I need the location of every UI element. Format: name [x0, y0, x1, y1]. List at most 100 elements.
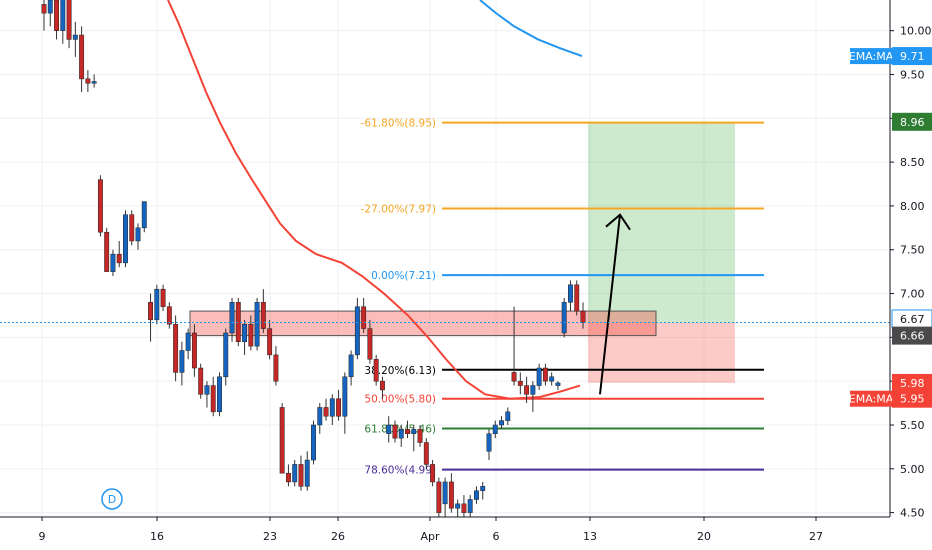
- grid-lines: [0, 0, 890, 517]
- fib-label-3: 38.20%(6.13): [364, 365, 436, 377]
- candle-body: [568, 284, 573, 303]
- candle-body: [524, 385, 530, 395]
- ema-blue-line: [479, 0, 583, 58]
- candle-body: [66, 0, 72, 40]
- fib-label-4: 50.00%(5.80): [364, 394, 436, 406]
- candle-body: [104, 231, 110, 272]
- price-badge-value-1: 8.96: [900, 116, 925, 129]
- candle-body: [154, 288, 160, 321]
- moving-averages: [167, 0, 583, 400]
- candle-body: [260, 302, 266, 329]
- candle-body: [85, 78, 91, 84]
- candle-body: [505, 411, 511, 421]
- price-badge-value-3: 6.66: [900, 330, 925, 343]
- candle-body: [336, 398, 342, 417]
- candle-body: [304, 459, 310, 487]
- candle-body: [549, 376, 555, 382]
- candle-body: [116, 253, 122, 264]
- candle-body: [486, 433, 492, 452]
- candle-body: [492, 424, 498, 435]
- candle-body: [474, 490, 479, 500]
- x-tick-label-6: 13: [583, 530, 597, 543]
- candle-body: [561, 302, 567, 334]
- candle-body: [223, 332, 229, 378]
- candle-body: [273, 354, 279, 382]
- fib-label-6: 78.60%(4.99): [364, 465, 436, 477]
- candle-body: [110, 253, 116, 272]
- y-tick-label-8: 8.50: [900, 156, 925, 169]
- y-tick-label-1: 5.00: [900, 463, 925, 476]
- candle-body: [455, 503, 461, 509]
- candle-body: [198, 367, 204, 395]
- candle-body: [536, 367, 542, 386]
- candle-body: [555, 382, 561, 386]
- candle-body: [60, 0, 66, 31]
- price-badge-value-0: 9.71: [900, 50, 925, 63]
- candle-body: [448, 481, 454, 509]
- candle-body: [317, 407, 323, 426]
- dividend-circle: [101, 488, 123, 510]
- candle-body: [398, 429, 404, 439]
- dividend-marker[interactable]: D: [101, 488, 123, 510]
- candle-body: [72, 34, 78, 40]
- candle-body: [285, 472, 291, 483]
- candle-body: [436, 481, 442, 513]
- fib-label-1: -27.00%(7.97): [361, 204, 436, 216]
- price-badge-0: [892, 47, 932, 66]
- ema-badge-label-5: EMA:MA: [849, 393, 894, 406]
- candle-body: [480, 486, 486, 491]
- ema-badge-5: [850, 390, 892, 407]
- candle-body: [423, 442, 429, 465]
- price-scale-badges: EMA:MA 9.71 8.96 6.67 6.66 5.98 EMA:MA 5.95: [849, 47, 932, 408]
- y-tick-label-5: 7.00: [900, 288, 925, 301]
- candle-body: [461, 503, 467, 513]
- x-tick-label-3: 26: [331, 530, 345, 543]
- candle-body: [329, 398, 335, 417]
- candle-body: [204, 385, 210, 395]
- candle-body: [379, 380, 385, 391]
- candle-body: [179, 350, 185, 373]
- candle-body: [160, 288, 166, 307]
- ema-red-line: [167, 0, 581, 400]
- candle-body: [267, 328, 273, 356]
- candle-body: [97, 179, 103, 233]
- y-tick-label-10: 9.50: [900, 68, 925, 81]
- candle-body: [430, 464, 436, 483]
- candle-body: [173, 323, 179, 373]
- price-scale-bg: [890, 0, 932, 550]
- candle-body: [405, 429, 410, 435]
- price-badge-1: [892, 112, 932, 131]
- y-tick-label-7: 8.00: [900, 200, 925, 213]
- candle-body: [79, 34, 85, 80]
- x-tick-label-7: 20: [697, 530, 711, 543]
- candlesticks: [41, 0, 586, 517]
- candle-body: [185, 332, 191, 351]
- candle-body: [54, 0, 59, 31]
- candle-body: [41, 4, 47, 14]
- arrow-shaft: [599, 214, 621, 395]
- candle-body: [148, 302, 153, 321]
- candle-body: [373, 359, 379, 382]
- x-tick-label-0: 9: [39, 530, 46, 543]
- projection-arrow[interactable]: [599, 213, 631, 395]
- candle-body: [217, 376, 222, 413]
- candle-body: [517, 380, 523, 386]
- price-badge-4: [892, 373, 932, 392]
- candle-body: [311, 424, 316, 461]
- candle-body: [292, 464, 298, 483]
- candle-body: [367, 328, 373, 360]
- y-tick-label-6: 7.50: [900, 244, 925, 257]
- candle-body: [467, 499, 473, 513]
- stop-area: [588, 322, 735, 383]
- candle-body: [191, 332, 197, 369]
- long-position-tool[interactable]: [588, 121, 735, 383]
- candle-body: [135, 227, 141, 242]
- x-tick-label-1: 16: [150, 530, 164, 543]
- candle-body: [248, 323, 254, 347]
- price-badge-value-4: 5.98: [900, 377, 925, 390]
- fib-label-0: -61.80%(8.95): [361, 118, 436, 130]
- candle-body: [254, 302, 260, 347]
- candle-body: [542, 367, 548, 382]
- candle-body: [361, 306, 367, 329]
